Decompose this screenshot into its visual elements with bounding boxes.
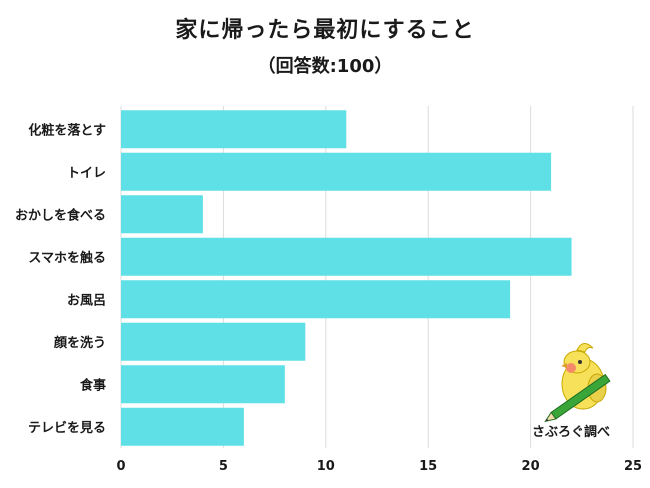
bar-7 [121, 365, 285, 404]
category-label: スマホを触る [28, 250, 106, 266]
bar-5 [121, 280, 511, 319]
bar-8 [121, 407, 244, 446]
x-tick-label: 15 [419, 459, 437, 474]
logo-text: さぶろぐ調べ [532, 425, 611, 440]
bar-6 [121, 322, 306, 361]
chart-title: 家に帰ったら最初にすること [175, 18, 475, 43]
category-label: 化粧を落とす [28, 122, 106, 138]
x-tick-label: 5 [219, 459, 228, 474]
chart-subtitle: （回答数:100） [257, 56, 393, 77]
pencil-icon [544, 373, 611, 423]
category-label: おかしを食べる [15, 207, 106, 223]
category-label: 食事 [80, 377, 106, 393]
bar-3 [121, 195, 203, 234]
x-tick-label: 25 [624, 459, 642, 474]
category-label: お風呂 [67, 293, 106, 308]
category-label: テレビを見る [28, 420, 106, 436]
bar-4 [121, 237, 572, 276]
x-tick-label: 20 [522, 459, 540, 474]
category-label: 顔を洗う [53, 335, 106, 351]
x-tick-label: 0 [116, 459, 125, 474]
bar-2 [121, 152, 552, 191]
x-tick-labels: 0 5 10 15 20 25 [116, 459, 642, 474]
bars [121, 110, 572, 446]
x-tick-label: 10 [317, 459, 335, 474]
bar-1 [121, 110, 347, 149]
category-label: トイレ [67, 166, 106, 181]
mascot-logo [561, 343, 607, 410]
